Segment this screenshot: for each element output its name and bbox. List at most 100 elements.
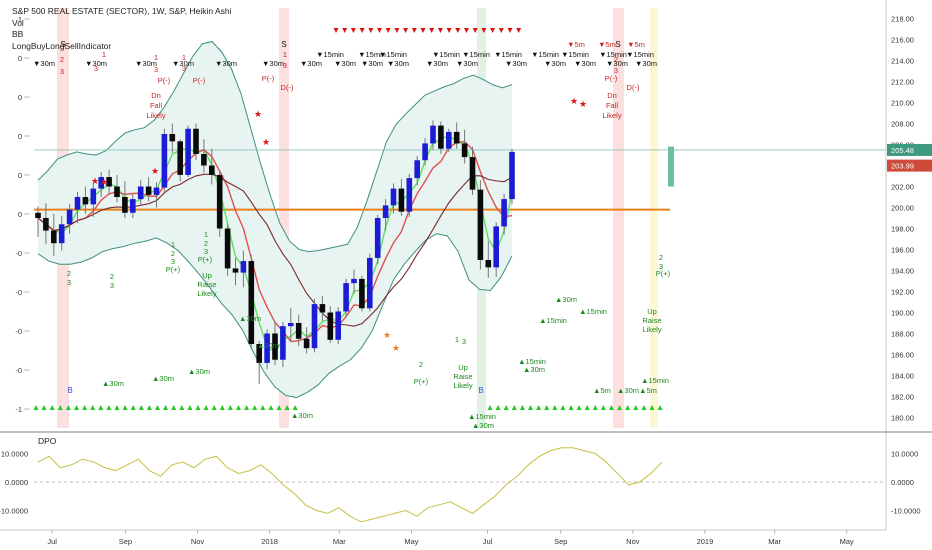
current-candle-body [668,146,674,187]
price-tick-label: 190.00 [891,309,914,318]
sell-arrow-marker [507,28,513,33]
indicator-longbuy[interactable]: LongBuyLongSellIndicator [12,40,112,51]
buy-timeframe-label: ▲15min [539,316,567,325]
buy-timeframe-label: ▲15min [518,357,546,366]
sell-count-label: 2 [614,55,618,64]
candle-body [256,344,262,363]
timeframe-label-15min: ▼15min [599,50,627,59]
indicator-bb[interactable]: BB [12,29,24,39]
candle-body [501,199,507,227]
sell-arrow-marker [342,28,348,33]
fall-label: Fall [150,101,162,110]
buy-arrow-marker [179,405,185,410]
candle-body [477,189,484,260]
buy-timeframe-label: ▲30m [291,411,313,420]
dpo-panel: 10.0000 10.0000 0.0000 0.0000 -10.0000 -10.00… [0,431,932,523]
candle-body [90,188,97,205]
time-axis-label: 2019 [697,537,714,546]
price-tick-label: 208.00 [891,120,914,129]
timeframe-label-30m: ▼30m [262,59,284,68]
dn-label: Dn [607,91,617,100]
price-tick-label: 180.00 [891,414,914,423]
timeframe-label-5m: ▼5m [627,40,645,49]
buy-arrow-marker [138,405,144,410]
left-tick-label: 1 [18,15,22,24]
buy-timeframe-label: ▲15min [468,412,496,421]
sell-arrow-marker [446,28,452,33]
up-label: Up [458,363,468,372]
star-marker: ★ [91,176,99,186]
star-marker: ★ [151,166,159,176]
price-tick-label: 202.00 [891,183,914,192]
sell-s-label: S [615,40,620,49]
candle-body [493,226,499,268]
sell-arrow-marker [455,28,461,33]
time-axis-label: Nov [626,537,640,546]
dn-label: Dn [151,91,161,100]
buy-arrow-marker [244,405,250,410]
buy-count-label: 1 [455,335,459,344]
raise-label: Raise [642,316,661,325]
buy-arrow-marker [641,405,647,410]
buy-timeframe-label: ▲30m [102,379,124,388]
candle-body [169,134,176,142]
up-label: Up [647,307,657,316]
candle-body [382,205,389,218]
timeframe-label-30m: ▼30m [135,59,157,68]
raise-label: Raise [453,372,472,381]
candle-body [351,278,357,284]
highlight-band-1 [279,8,289,428]
candle-body [335,311,341,340]
p-plus-label: P(+) [414,377,429,386]
signal-markers: ★ ★★★★★ ★★★ [33,28,663,410]
buy-count-label: 3 [204,247,208,256]
timeframe-label-5m: ▼5m [598,40,616,49]
candle-body [248,261,255,344]
p-minus-label: P(-) [605,74,618,83]
timeframe-label-15min: ▼15min [316,50,344,59]
buy-count-label: 3 [659,262,663,271]
candle-body [406,178,413,212]
buy-timeframe-label: ▲30m [523,365,545,374]
p-plus-label: P(+) [166,265,181,274]
buy-count-label: 2 [659,253,663,262]
sell-arrow-marker [350,28,356,33]
left-tick-label: 0 [18,171,22,180]
sell-arrow-marker [429,28,435,33]
buy-arrow-marker [617,405,623,410]
timeframe-label-30m: ▼30m [85,59,107,68]
sell-count-label: 1 [154,53,158,62]
ma-price-value: 203.99 [891,162,914,171]
buy-count-label: 3 [67,278,71,287]
candle-body [446,131,452,149]
buy-timeframe-label: ▲15min [579,307,607,316]
candle-body [58,224,65,244]
last-price-badge [887,143,932,156]
left-tick-label: 0 [18,54,22,63]
buy-arrow-marker [592,405,598,410]
price-tick-label: 210.00 [891,99,914,108]
sell-count-label: 3 [154,65,158,74]
buy-arrow-marker [106,405,112,410]
buy-arrow-marker [203,405,209,410]
timeframe-label-30m: ▼30m [426,59,448,68]
buy-arrow-marker [495,405,501,410]
candle-body [509,151,515,200]
indicator-vol[interactable]: Vol [12,17,24,28]
candle-body [209,165,215,175]
candles [35,120,674,384]
candle-body [343,283,349,312]
time-axis-label: Mar [768,537,781,546]
buy-arrow-marker [82,405,88,410]
buy-arrow-marker [41,405,47,410]
candle-body [422,143,428,161]
timeframe-label-30m: ▼30m [215,59,237,68]
price-scale-bg [886,0,932,550]
buy-count-label: 2 [67,269,71,278]
price-tick-label: 198.00 [891,225,914,234]
timeframe-label-30m: ▼30m [606,59,628,68]
buy-arrow-marker [268,405,274,410]
candle-body [82,197,89,205]
